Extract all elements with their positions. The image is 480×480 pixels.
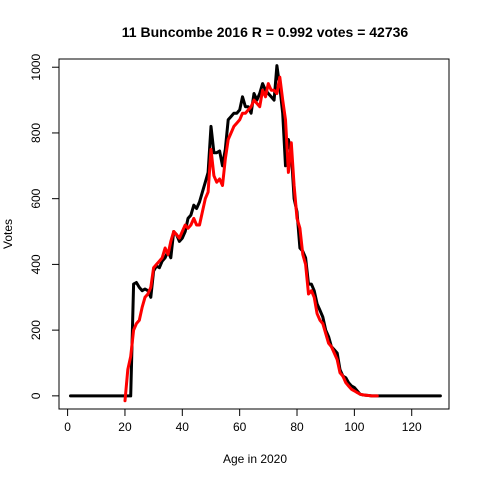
y-tick-label-1: 200 [29, 320, 43, 340]
x-tick-label-5: 100 [344, 420, 364, 434]
x-tick-label-4: 80 [290, 420, 304, 434]
x-axis-label: Age in 2020 [223, 452, 287, 466]
plot-frame [58, 58, 450, 410]
y-tick-label-2: 400 [29, 254, 43, 274]
y-axis-label: Votes [1, 219, 15, 249]
y-tick-label-3: 600 [29, 188, 43, 208]
x-axis: 0 20 40 60 80 100 120 [64, 409, 422, 434]
series-layer [69, 64, 442, 403]
x-tick-label-2: 40 [176, 420, 190, 434]
series-line-1 [123, 75, 379, 403]
y-axis: 0 200 400 600 800 1000 [29, 54, 59, 399]
series-line-0 [69, 64, 442, 398]
x-tick-label-1: 20 [118, 420, 132, 434]
chart-title: 11 Buncombe 2016 R = 0.992 votes = 42736 [122, 24, 409, 40]
y-tick-label-4: 800 [29, 123, 43, 143]
x-tick-label-6: 120 [402, 420, 422, 434]
x-tick-label-3: 60 [233, 420, 247, 434]
y-tick-label-5: 1000 [29, 54, 43, 81]
y-tick-label-0: 0 [29, 392, 43, 399]
x-tick-label-0: 0 [64, 420, 71, 434]
